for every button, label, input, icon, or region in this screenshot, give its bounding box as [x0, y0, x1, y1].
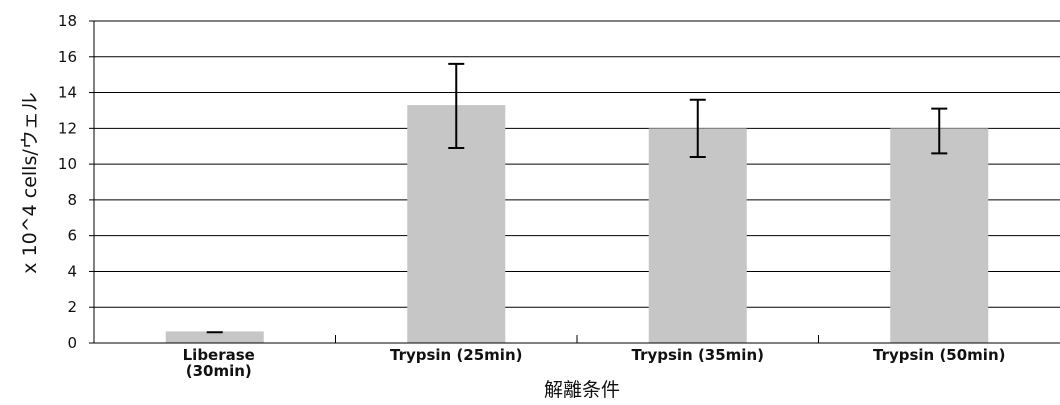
- y-tick-label: 16: [58, 48, 77, 66]
- bars: [165, 105, 989, 343]
- y-tick-label: 10: [58, 155, 77, 173]
- bar: [890, 128, 989, 343]
- y-tick-label: 12: [58, 119, 77, 137]
- y-tick-label: 18: [58, 12, 77, 30]
- x-category-label: Trypsin (35min): [631, 346, 764, 364]
- bar: [165, 331, 264, 343]
- x-axis-title: 解離条件: [544, 379, 620, 401]
- x-category-label: Trypsin (50min): [873, 346, 1006, 364]
- x-category-labels: Liberase(30min) Trypsin (25min) Trypsin (3…: [183, 346, 1006, 380]
- y-tick-label: 4: [67, 262, 77, 280]
- y-tick-label: 2: [67, 298, 77, 316]
- gridlines: [94, 20, 1060, 308]
- x-category-label: Liberase: [183, 346, 255, 364]
- x-category-label: Trypsin (25min): [390, 346, 523, 364]
- y-tick-label: 8: [67, 191, 77, 209]
- axes: [89, 20, 1060, 344]
- y-tick-labels: 0 2 4 6 8 10 12 14 16 18: [58, 12, 77, 352]
- error-bars: [206, 62, 948, 334]
- x-category-label: (30min): [186, 362, 252, 380]
- y-tick-label: 6: [67, 227, 77, 245]
- bar: [648, 128, 747, 343]
- y-axis-title: x 10^4 cells/ウェル: [19, 92, 41, 274]
- y-tick-label: 14: [58, 84, 77, 102]
- y-tick-label: 0: [67, 334, 77, 352]
